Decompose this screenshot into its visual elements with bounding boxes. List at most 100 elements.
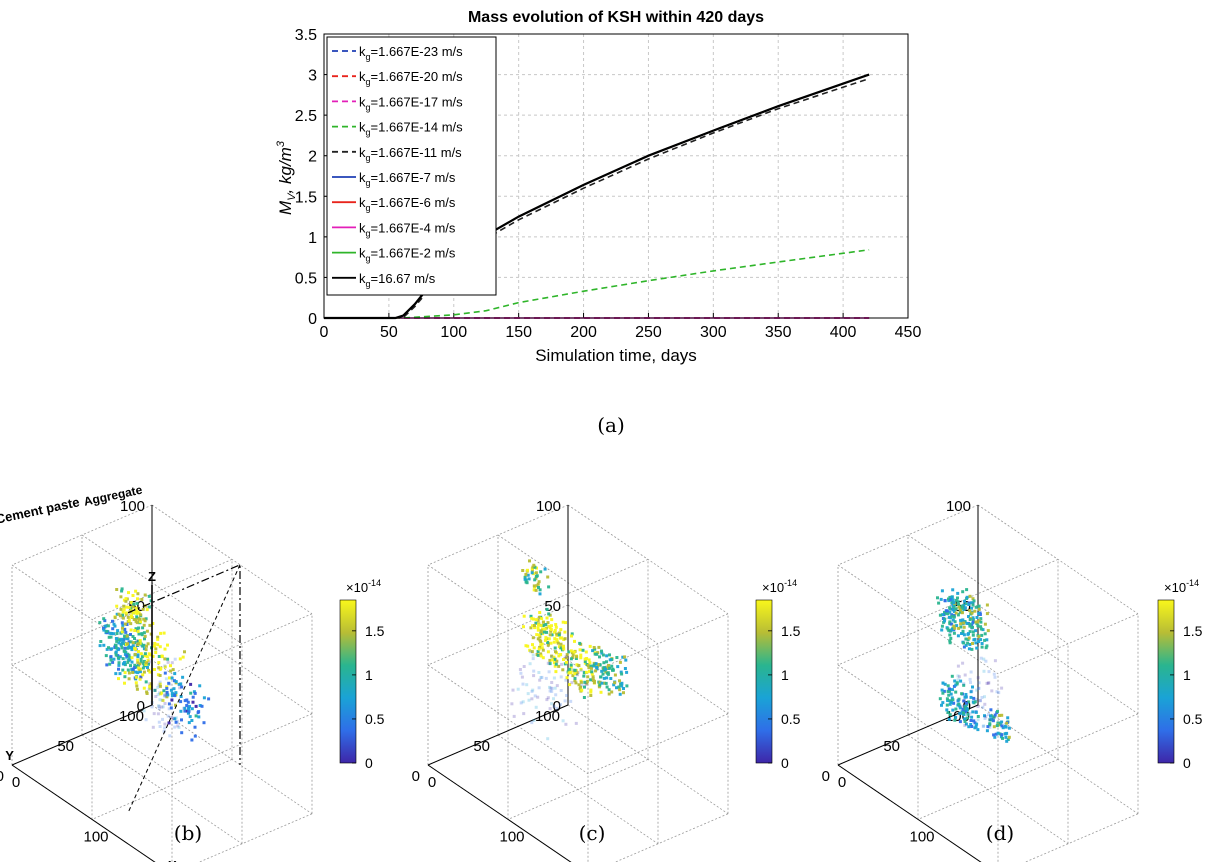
x-tick-label: 350 — [765, 324, 792, 341]
voxel-point — [170, 698, 174, 702]
voxel-point — [202, 721, 206, 725]
voxel-point — [181, 675, 185, 679]
voxel-point — [596, 651, 600, 655]
voxel-point — [105, 647, 109, 651]
voxel-point — [145, 629, 149, 633]
x-tick-label: 250 — [635, 324, 662, 341]
voxel-point — [548, 662, 552, 666]
voxel-point — [168, 676, 171, 680]
voxel-point — [956, 634, 960, 638]
z-tick-label: 100 — [946, 498, 971, 515]
voxel-point — [965, 716, 969, 720]
voxel-point — [138, 670, 142, 674]
voxel-point — [136, 616, 140, 620]
voxel-point — [540, 675, 544, 679]
voxel-point — [187, 709, 191, 713]
voxel-point — [952, 701, 956, 705]
voxel-point — [153, 668, 156, 671]
voxel-point — [173, 657, 177, 661]
voxel-point — [529, 650, 532, 654]
voxel-point — [977, 604, 981, 608]
voxel-point — [519, 671, 523, 675]
voxel-point — [169, 669, 173, 673]
voxel-point — [157, 704, 161, 708]
voxel-point — [102, 617, 106, 621]
voxel-point — [975, 722, 979, 726]
voxel-point — [526, 568, 529, 572]
voxel-point — [163, 657, 167, 661]
voxel-point — [619, 670, 623, 674]
y-tick-label: 50 — [473, 738, 490, 755]
voxel-point — [960, 632, 963, 635]
voxel-point — [976, 620, 979, 624]
voxel-point — [953, 603, 957, 607]
voxel-point — [940, 688, 944, 692]
voxel-point — [183, 699, 187, 703]
voxel-point — [117, 612, 121, 616]
voxel-point — [989, 716, 993, 720]
voxel-point — [177, 682, 181, 686]
voxel-point — [176, 724, 180, 728]
voxel-point — [137, 632, 141, 636]
voxel-point — [983, 714, 986, 718]
voxel-point — [154, 647, 158, 651]
voxel-point — [967, 603, 971, 606]
voxel-point — [591, 649, 595, 653]
voxel-point — [1000, 686, 1004, 690]
voxel-point — [178, 686, 182, 690]
voxel-point — [153, 644, 156, 648]
voxel-point — [156, 637, 160, 641]
voxel-point — [537, 671, 541, 674]
x-tick-label: 150 — [505, 324, 532, 341]
voxel-point — [569, 671, 573, 675]
voxel-point — [147, 605, 151, 609]
voxel-point — [550, 681, 554, 684]
voxel-point — [179, 700, 183, 704]
voxel-point — [530, 721, 534, 725]
voxel-point — [533, 626, 537, 630]
voxel-point — [971, 685, 974, 689]
voxel-point — [957, 626, 961, 630]
voxel-point — [118, 655, 122, 659]
voxel-point — [620, 681, 624, 685]
voxel-point — [526, 644, 530, 648]
voxel-point — [158, 680, 162, 684]
voxel-point — [963, 705, 967, 709]
voxel-point — [141, 626, 145, 630]
voxel-point — [961, 661, 965, 665]
voxel-point — [115, 604, 119, 608]
voxel-point — [565, 660, 568, 664]
voxel-point — [986, 681, 990, 685]
voxel-point — [546, 643, 550, 647]
voxel-point — [592, 646, 596, 649]
voxel-point — [138, 639, 142, 643]
voxel-point — [955, 681, 959, 685]
voxel-point — [154, 695, 158, 698]
voxel-point — [135, 687, 139, 691]
voxel-point — [960, 692, 964, 696]
voxel-point — [134, 647, 137, 651]
voxel-point — [576, 670, 580, 674]
voxel-point — [564, 621, 567, 625]
voxel-point — [598, 663, 602, 667]
voxel-point — [137, 650, 140, 653]
voxel-point — [589, 678, 593, 682]
voxel-point — [134, 606, 138, 610]
voxel-point — [959, 679, 963, 683]
legend-entry: kg=1.667E-2 m/s — [359, 246, 456, 264]
cube-grid-line — [81, 734, 243, 845]
voxel-point — [119, 595, 123, 599]
voxel-point — [176, 719, 180, 723]
voxel-point — [170, 661, 174, 665]
z-tick-label: 100 — [536, 498, 561, 515]
voxel-point — [530, 568, 534, 572]
voxel-point — [555, 659, 559, 663]
voxel-point — [1000, 713, 1004, 717]
voxel-point — [160, 698, 164, 702]
voxel-point — [143, 619, 147, 623]
voxel-point — [992, 725, 996, 729]
voxel-point — [615, 656, 619, 659]
voxel-point — [207, 697, 211, 701]
voxel-point — [945, 703, 949, 707]
voxel-point — [131, 671, 135, 674]
